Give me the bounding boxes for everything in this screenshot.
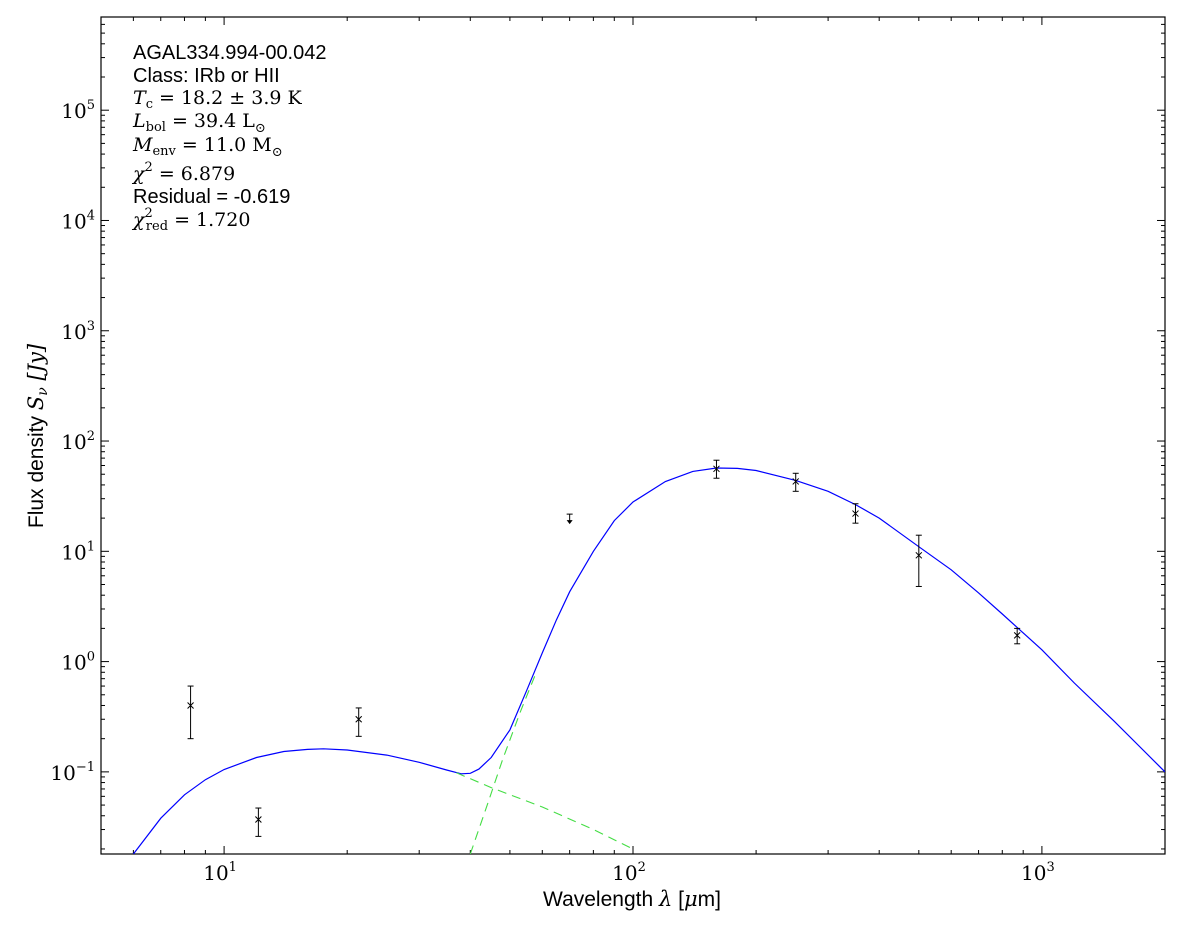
- data-point: [852, 510, 859, 517]
- class-label: Class: IRb or HII: [133, 65, 280, 87]
- upper-limit-arrow: [566, 520, 573, 525]
- data-point: [915, 551, 923, 559]
- component-curve-2: [469, 672, 537, 854]
- model-curves: [132, 467, 1165, 854]
- chi2-red-label: χ2 red = 1.720: [131, 206, 250, 234]
- y-tick-label: 105: [61, 98, 95, 123]
- data-point: [355, 715, 363, 723]
- y-tick-label: 103: [61, 319, 95, 344]
- tick-labels: 101 102 103 10−1 100 101 102 103 104 105: [50, 98, 1054, 885]
- data-points: [187, 459, 1021, 837]
- luminosity-label: Lbol = 39.4 L⊙: [132, 110, 266, 136]
- data-point: [187, 702, 194, 709]
- mass-label: Menv = 11.0 M⊙: [132, 134, 283, 160]
- data-point: [255, 816, 262, 823]
- chi2-label: χ2 = 6.879: [131, 160, 235, 185]
- temperature-label: Tc = 18.2 ± 3.9 K: [133, 87, 303, 112]
- x-tick-label: 102: [612, 860, 646, 885]
- y-tick-label: 104: [61, 208, 95, 233]
- x-tick-label: 101: [203, 860, 237, 885]
- axis-ticks: [100, 16, 1166, 854]
- total-model-curve: [132, 467, 1165, 854]
- y-axis-label: Flux density Sν [Jy]: [24, 343, 51, 528]
- y-tick-label: 102: [61, 429, 95, 454]
- annotations: AGAL334.994-00.042 Class: IRb or HII Tc …: [131, 42, 327, 234]
- y-tick-label: 100: [61, 650, 95, 675]
- residual-label: Residual = -0.619: [133, 186, 290, 208]
- data-point: [792, 478, 800, 485]
- source-name: AGAL334.994-00.042: [133, 42, 327, 64]
- component-curve-1: [456, 772, 634, 850]
- data-point: [1013, 631, 1021, 639]
- y-tick-label: 101: [61, 539, 95, 564]
- x-axis-label: Wavelength λ [μm]: [543, 887, 721, 911]
- y-tick-label: 10−1: [50, 760, 95, 785]
- x-tick-label: 103: [1021, 860, 1055, 885]
- data-point: [713, 465, 720, 473]
